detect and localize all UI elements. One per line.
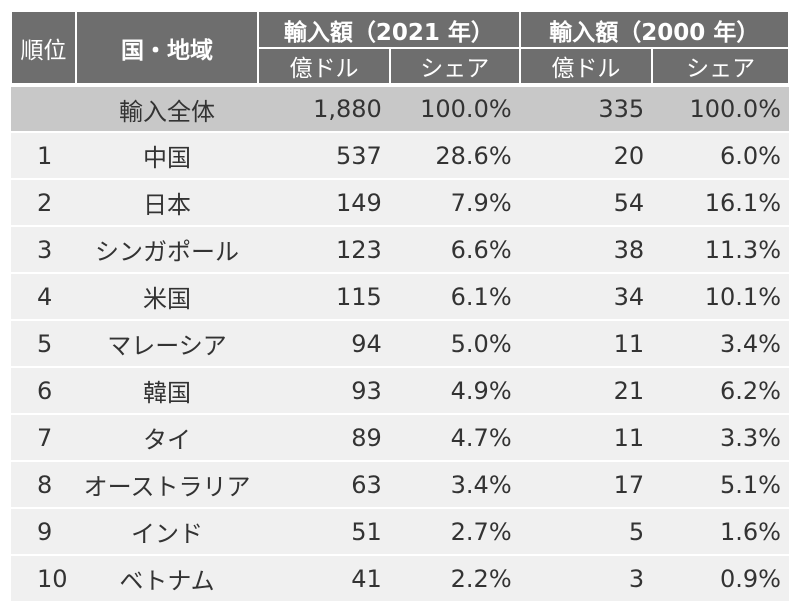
table-row: 5 マレーシア 94 5.0% 11 3.4%: [11, 320, 789, 368]
share-2000: 6.0%: [652, 132, 789, 180]
share-2021: 6.6%: [389, 226, 520, 274]
share-2021: 7.9%: [389, 179, 520, 227]
value-2021: 51: [258, 508, 390, 556]
country-name: 韓国: [75, 367, 259, 415]
rank: 2: [11, 179, 76, 227]
share-2000: 5.1%: [652, 461, 789, 509]
share-2021: 28.6%: [389, 132, 520, 180]
share-2021: 2.2%: [389, 555, 520, 603]
country-name: ベトナム: [75, 555, 259, 603]
total-share-2021: 100.0%: [389, 83, 520, 133]
country-name: オーストラリア: [75, 461, 259, 509]
table-row: 9 インド 51 2.7% 5 1.6%: [11, 508, 789, 556]
rank: 9: [11, 508, 76, 556]
value-2000: 5: [519, 508, 653, 556]
import-table: 順位 国・地域 輸入額（2021 年） 輸入額（2000 年） 億ドル シェア …: [10, 12, 791, 603]
value-2021: 123: [258, 226, 390, 274]
value-2021: 94: [258, 320, 390, 368]
country-name: 米国: [75, 273, 259, 321]
table-row: 1 中国 537 28.6% 20 6.0%: [11, 132, 789, 180]
table-row: 3 シンガポール 123 6.6% 38 11.3%: [11, 226, 789, 274]
total-row: 輸入全体 1,880 100.0% 335 100.0%: [11, 83, 789, 133]
value-2000: 21: [519, 367, 653, 415]
country-name: 日本: [75, 179, 259, 227]
share-2021: 4.7%: [389, 414, 520, 462]
value-2000: 11: [519, 320, 653, 368]
import-2000-header: 輸入額（2000 年）: [518, 12, 791, 49]
total-value-2000: 335: [519, 83, 653, 133]
value-2021: 89: [258, 414, 390, 462]
value-2021: 93: [258, 367, 390, 415]
table-row: 7 タイ 89 4.7% 11 3.3%: [11, 414, 789, 462]
rank: 8: [11, 461, 76, 509]
country-name: マレーシア: [75, 320, 259, 368]
value-2000: 38: [519, 226, 653, 274]
rank: 1: [11, 132, 76, 180]
table-row: 6 韓国 93 4.9% 21 6.2%: [11, 367, 789, 415]
share-2000: 6.2%: [652, 367, 789, 415]
share-2000: 3.3%: [652, 414, 789, 462]
value-2000: 54: [519, 179, 653, 227]
total-value-2021: 1,880: [258, 83, 390, 133]
share-2021-header: シェア: [388, 48, 521, 86]
country-header: 国・地域: [74, 12, 260, 86]
share-2021: 6.1%: [389, 273, 520, 321]
rank: 4: [11, 273, 76, 321]
rank-header: 順位: [10, 12, 77, 86]
share-2000: 10.1%: [652, 273, 789, 321]
value-2000: 11: [519, 414, 653, 462]
value-2021: 149: [258, 179, 390, 227]
country-name: インド: [75, 508, 259, 556]
table-row: 2 日本 149 7.9% 54 16.1%: [11, 179, 789, 227]
country-name: タイ: [75, 414, 259, 462]
import-2021-header: 輸入額（2021 年）: [257, 12, 521, 49]
share-2021: 5.0%: [389, 320, 520, 368]
share-2021: 3.4%: [389, 461, 520, 509]
value-2000: 3: [519, 555, 653, 603]
unit-2021-header: 億ドル: [257, 48, 391, 86]
share-2021: 2.7%: [389, 508, 520, 556]
rank: 3: [11, 226, 76, 274]
value-2000: 34: [519, 273, 653, 321]
rank: 5: [11, 320, 76, 368]
table-row: 4 米国 115 6.1% 34 10.1%: [11, 273, 789, 321]
share-2000: 16.1%: [652, 179, 789, 227]
share-2000: 11.3%: [652, 226, 789, 274]
share-2021: 4.9%: [389, 367, 520, 415]
value-2021: 63: [258, 461, 390, 509]
country-name: 中国: [75, 132, 259, 180]
share-2000: 3.4%: [652, 320, 789, 368]
value-2000: 20: [519, 132, 653, 180]
country-name: シンガポール: [75, 226, 259, 274]
value-2000: 17: [519, 461, 653, 509]
share-2000: 1.6%: [652, 508, 789, 556]
value-2021: 41: [258, 555, 390, 603]
share-2000-header: シェア: [651, 48, 790, 86]
value-2021: 537: [258, 132, 390, 180]
table-row: 8 オーストラリア 63 3.4% 17 5.1%: [11, 461, 789, 509]
total-label: 輸入全体: [75, 83, 259, 133]
value-2021: 115: [258, 273, 390, 321]
rank: 7: [11, 414, 76, 462]
rank: 6: [11, 367, 76, 415]
unit-2000-header: 億ドル: [518, 48, 654, 86]
rank: 10: [11, 555, 76, 603]
total-share-2000: 100.0%: [652, 83, 789, 133]
share-2000: 0.9%: [652, 555, 789, 603]
table-row: 10 ベトナム 41 2.2% 3 0.9%: [11, 555, 789, 603]
